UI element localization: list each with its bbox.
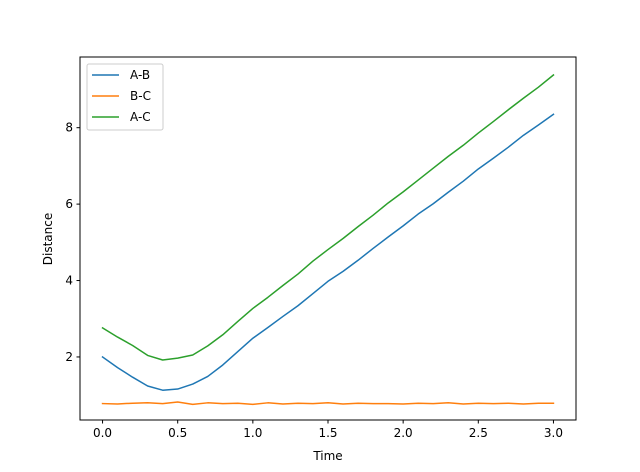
series-line-a-c [101,73,555,361]
legend-box [86,63,164,131]
legend-label-a-b: A-B [130,68,150,82]
x-tick-label: 3.0 [544,426,563,440]
legend-label-a-c: A-C [130,110,151,124]
x-axis: 0.0 0.5 1.0 1.5 2.0 2.5 3.0 [93,420,563,440]
x-tick-label: 0.5 [168,426,187,440]
legend-label-b-c: B-C [130,89,151,103]
y-tick-label: 8 [65,121,73,135]
x-tick-label: 1.0 [243,426,262,440]
x-tick-label: 1.5 [318,426,337,440]
y-tick-label: 4 [65,274,73,288]
legend: A-B B-C A-C [86,63,164,131]
plot-lines [101,73,555,406]
x-axis-label: Time [312,449,342,463]
y-axis-label: Distance [41,213,55,265]
y-axis: 2 4 6 8 [65,121,80,364]
x-tick-label: 2.5 [469,426,488,440]
x-tick-label: 0.0 [93,426,112,440]
series-line-b-c [101,401,555,406]
series-line-a-b [101,113,555,391]
y-tick-label: 6 [65,197,73,211]
x-tick-label: 2.0 [394,426,413,440]
y-tick-label: 2 [65,350,73,364]
